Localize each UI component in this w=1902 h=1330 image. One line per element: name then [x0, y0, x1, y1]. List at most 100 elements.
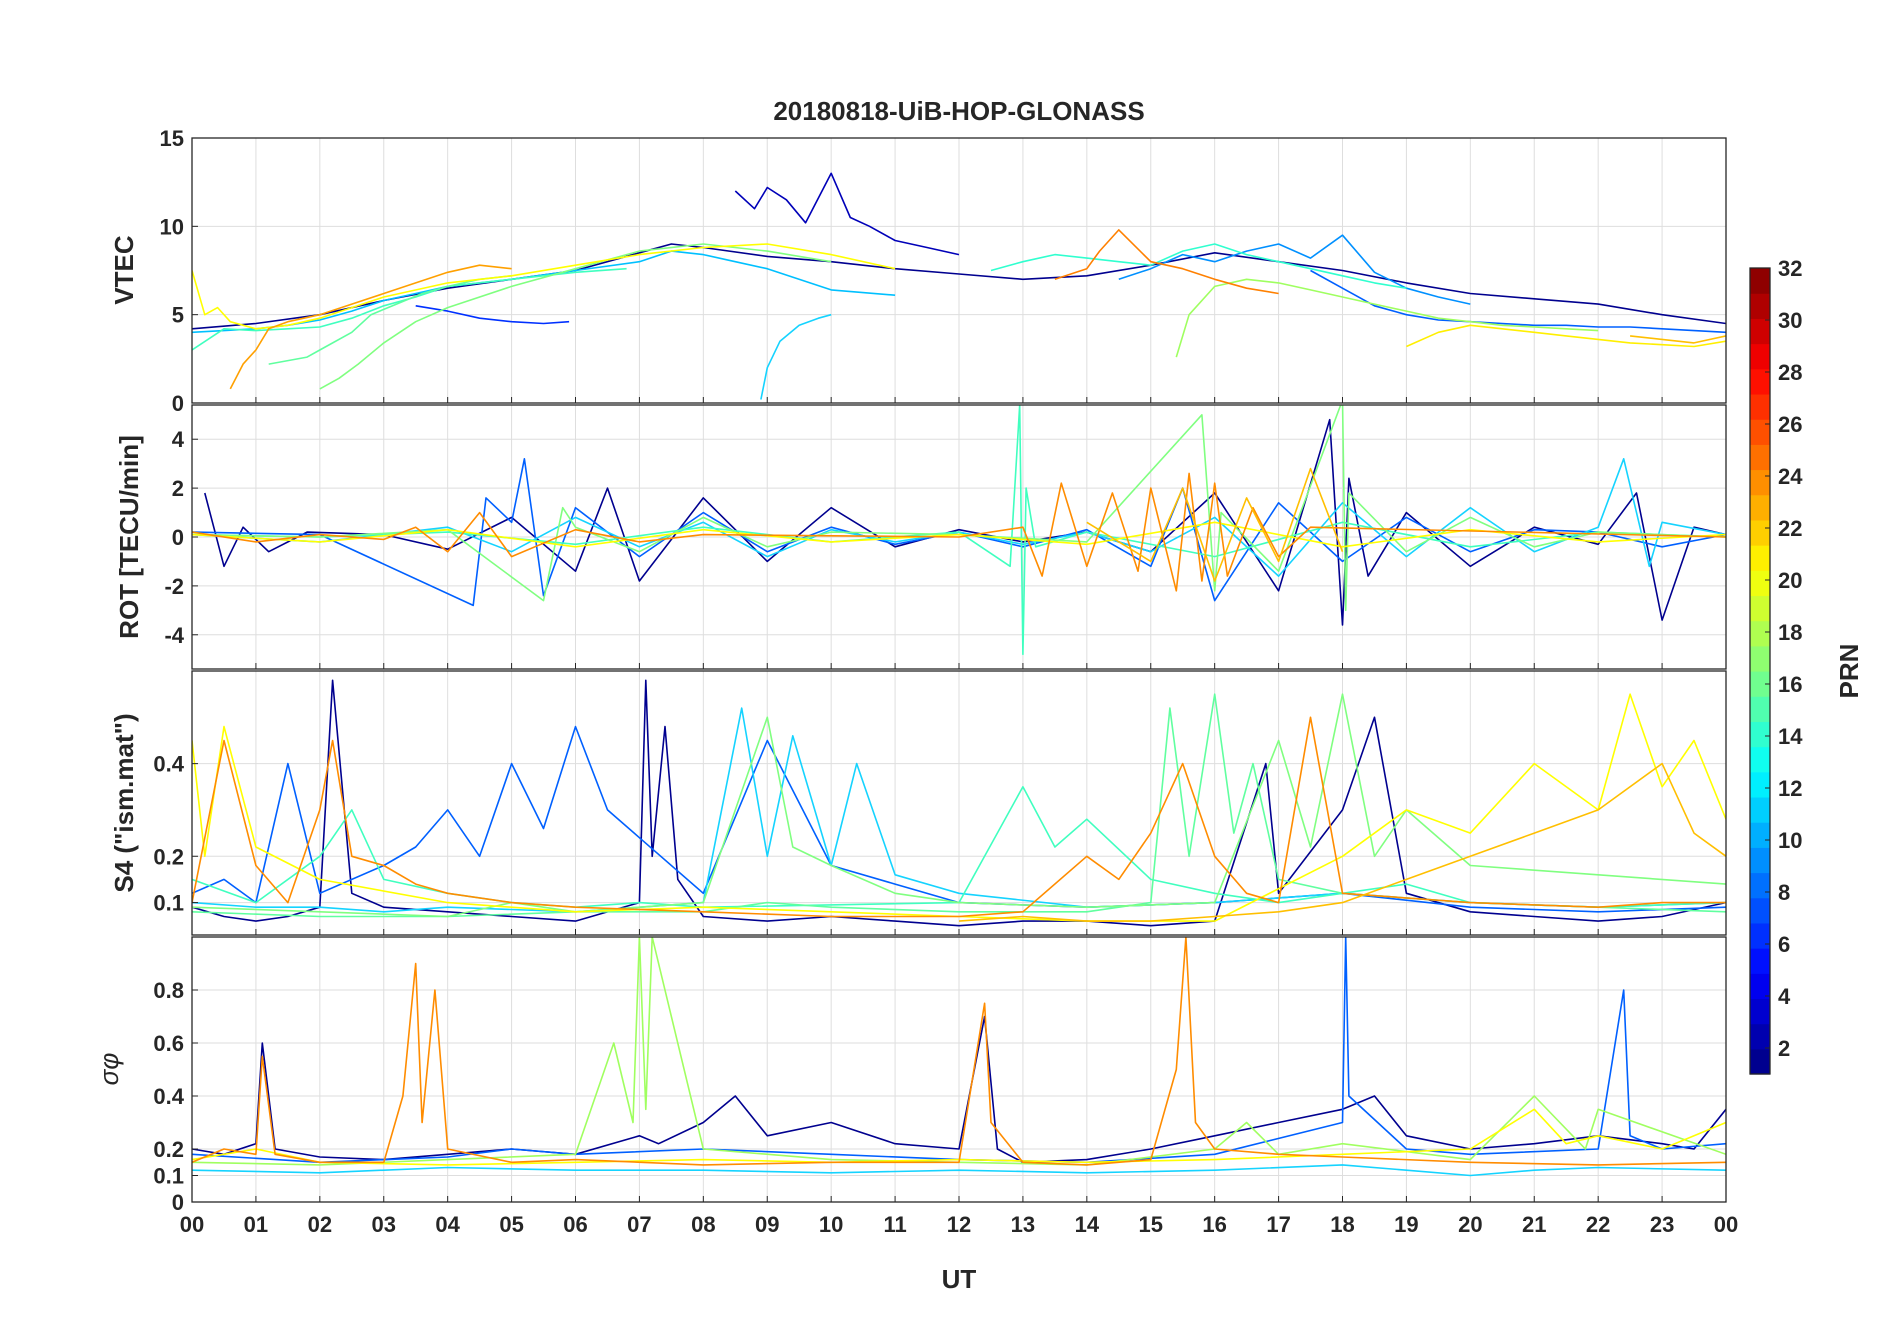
colorbar-band [1750, 393, 1770, 420]
panel-s4: 0.1 0.2 0.4 S4 ("ism.mat") [109, 670, 1727, 936]
colorbar-band [1750, 872, 1770, 899]
y-tick-label: -2 [164, 574, 184, 599]
y-tick-label: 0.1 [153, 891, 184, 916]
x-tick-label: 05 [499, 1212, 523, 1237]
series-line-prn-14 [192, 405, 1726, 656]
colorbar-band [1750, 545, 1770, 571]
x-tick-label: 07 [627, 1212, 651, 1237]
colorbar-band [1750, 671, 1770, 697]
series-line-prn-22 [958, 762, 1726, 922]
series-rot [192, 405, 1726, 656]
y-tick-label: 0.6 [153, 1031, 184, 1056]
x-tick-label: 00 [1714, 1212, 1738, 1237]
colorbar-band [1750, 620, 1770, 647]
colorbar-tick-label: 16 [1778, 672, 1802, 697]
frame-sigma-phi [191, 936, 1727, 1203]
series-line-prn-18 [1175, 278, 1599, 358]
x-axis-ticks: 00 01 02 03 04 05 06 07 08 09 10 11 12 13 14 15 16 17 18 19… [180, 1212, 1738, 1237]
panel-vtec: 0 5 10 15 VTEC [109, 126, 1727, 416]
y-tick-label: 0.2 [153, 1137, 184, 1162]
colorbar-label: PRN [1834, 644, 1864, 699]
colorbar-tick-label: 28 [1778, 360, 1802, 385]
colorbar-tick-label: 14 [1778, 724, 1803, 749]
series-line-prn-17 [192, 693, 1726, 918]
x-tick-label: 03 [372, 1212, 396, 1237]
colorbar-tick-label: 8 [1778, 880, 1790, 905]
colorbar-band [1750, 847, 1770, 874]
series-line-prn-7 [1310, 269, 1726, 334]
colorbar-band [1750, 897, 1770, 924]
series-line-prn-23 [192, 472, 1726, 592]
x-tick-label: 11 [883, 1212, 906, 1237]
series-line-prn-2 [192, 1015, 1726, 1164]
colorbar-band [1750, 645, 1770, 672]
colorbar-band [1750, 268, 1770, 294]
colorbar-frame [1749, 267, 1771, 1075]
colorbar-band [1750, 419, 1770, 445]
colorbar-band [1750, 771, 1770, 798]
panel-sigma-phi: 00.10.2 0.4 0.6 0.8 σφ [94, 936, 1727, 1215]
colorbar-band [1750, 998, 1770, 1025]
yticks-s4: 0.1 0.2 0.4 [153, 752, 198, 916]
series-line-prn-20 [192, 521, 1726, 548]
yticks-vtec: 0 5 10 15 [160, 126, 198, 416]
colorbar-tick-label: 10 [1778, 828, 1802, 853]
colorbar-band [1750, 796, 1770, 823]
colorbar-tick-label: 30 [1778, 308, 1802, 333]
panel-rot: -4 -2 0 2 4 ROT [TECU/min] [114, 404, 1727, 670]
series-sigma-phi [192, 937, 1726, 1177]
series-line-prn-22 [1630, 335, 1726, 344]
colorbar-band [1750, 1048, 1770, 1075]
colorbar-band [1750, 368, 1770, 395]
colorbar-tick-label: 6 [1778, 932, 1790, 957]
x-axis-label: UT [942, 1264, 977, 1294]
colorbar-tick-label: 2 [1778, 1036, 1790, 1061]
series-line-prn-23 [192, 716, 1726, 918]
series-line-prn-7 [192, 937, 1726, 1164]
colorbar-band [1750, 519, 1770, 546]
x-tick-label: 10 [819, 1212, 843, 1237]
colorbar-tick-label: 22 [1778, 516, 1802, 541]
colorbar-band [1750, 469, 1770, 496]
y-tick-label: 15 [160, 126, 184, 151]
x-tick-label: 16 [1202, 1212, 1226, 1237]
series-line-prn-12 [192, 707, 1726, 913]
colorbar-band [1750, 948, 1770, 974]
x-tick-label: 04 [435, 1212, 460, 1237]
x-tick-label: 17 [1266, 1212, 1290, 1237]
x-tick-label: 19 [1394, 1212, 1418, 1237]
y-tick-label: 0.4 [153, 752, 184, 777]
colorbar-band [1750, 570, 1770, 597]
series-line-prn-12 [192, 1164, 1726, 1177]
colorbar-band [1750, 1023, 1770, 1050]
colorbar-tick-label: 4 [1778, 984, 1791, 1009]
y-tick-label: 0 [172, 1190, 184, 1215]
x-tick-label: 21 [1522, 1212, 1546, 1237]
series-line-prn-17 [192, 405, 1726, 612]
series-line-prn-2 [204, 418, 1726, 626]
colorbar-tick-label: 26 [1778, 412, 1802, 437]
x-tick-label: 09 [755, 1212, 779, 1237]
x-tick-label: 22 [1586, 1212, 1610, 1237]
colorbar-band [1750, 318, 1770, 345]
grid-vtec [191, 137, 1727, 404]
series-line-prn-16 [268, 275, 512, 365]
series-line-prn-23 [192, 937, 1726, 1166]
colorbar-tick-label: 18 [1778, 620, 1802, 645]
colorbar-tick-label: 32 [1778, 256, 1802, 281]
series-vtec [192, 172, 1726, 400]
colorbar-gradient [1750, 268, 1770, 1075]
series-line-prn-20 [192, 243, 896, 330]
colorbar-band [1750, 494, 1770, 521]
colorbar-tick-label: 20 [1778, 568, 1802, 593]
x-tick-label: 06 [563, 1212, 587, 1237]
colorbar-tick-label: 24 [1778, 464, 1803, 489]
series-line-prn-21 [1406, 324, 1726, 348]
y-tick-label: 0 [172, 391, 184, 416]
ylabel-rot: ROT [TECU/min] [114, 435, 144, 639]
colorbar-tick-label: 12 [1778, 776, 1802, 801]
series-s4 [192, 679, 1726, 927]
